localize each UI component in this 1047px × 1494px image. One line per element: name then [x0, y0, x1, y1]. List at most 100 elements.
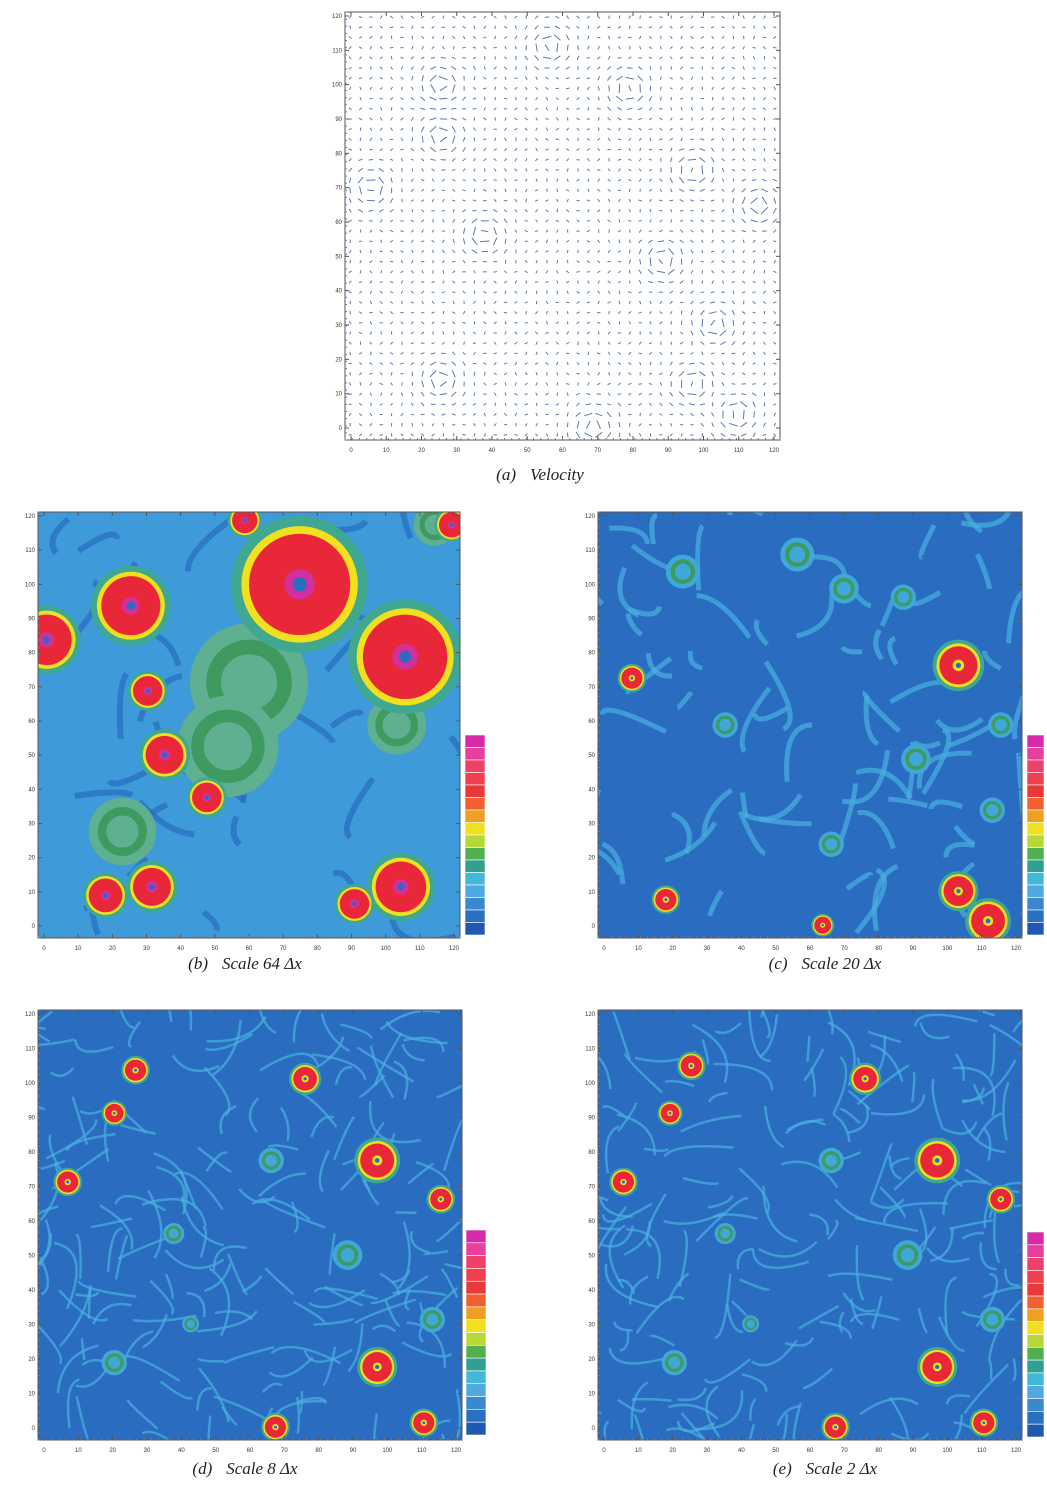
- velocity-arrow: [452, 239, 455, 244]
- field-streak: [403, 1036, 445, 1052]
- field-streak: [890, 1432, 930, 1440]
- field-streak: [201, 909, 220, 932]
- velocity-arrow: [462, 179, 466, 181]
- velocity-arrow: [721, 56, 725, 60]
- field-streak: [677, 1387, 708, 1402]
- velocity-arrow: [462, 413, 466, 416]
- panel: 0 10 20 30 40 50 60 70 80 90 100 110 120010203040506…: [585, 1009, 1045, 1478]
- velocity-arrow: [556, 178, 559, 182]
- velocity-arrow: [607, 178, 611, 182]
- velocity-arrow: [555, 76, 560, 80]
- velocity-arrow: [421, 219, 425, 223]
- velocity-arrow: [545, 392, 549, 396]
- velocity-arrow: [421, 209, 425, 213]
- velocity-arrow: [554, 25, 561, 30]
- velocity-arrow: [473, 158, 476, 162]
- y-tick-label: 60: [28, 719, 35, 725]
- velocity-arrow: [721, 127, 725, 131]
- velocity-arrow: [576, 421, 580, 429]
- field-center: [999, 1197, 1003, 1201]
- velocity-arrow: [535, 351, 538, 356]
- y-tick-label: 100: [25, 1081, 36, 1087]
- caption: (b) Scale 64 Δx: [188, 954, 302, 973]
- field-streak: [207, 1415, 212, 1440]
- velocity-arrow: [514, 361, 518, 366]
- velocity-arrow: [731, 188, 736, 193]
- velocity-arrow: [668, 247, 675, 255]
- velocity-arrow: [597, 15, 601, 19]
- velocity-arrow: [431, 46, 435, 50]
- velocity-arrow: [534, 311, 539, 315]
- x-tick-label: 0: [42, 946, 46, 952]
- colorbar-cell: [465, 1383, 487, 1397]
- velocity-arrow: [606, 432, 612, 438]
- y-tick-label: 80: [588, 1150, 595, 1156]
- velocity-arrow: [608, 15, 611, 19]
- velocity-arrow: [462, 66, 467, 70]
- colorbar-cell: [465, 1421, 487, 1436]
- velocity-arrow: [628, 137, 632, 141]
- velocity-arrow: [514, 331, 518, 335]
- field-streak: [155, 1165, 186, 1203]
- velocity-arrow: [741, 207, 746, 215]
- velocity-arrow: [710, 432, 715, 437]
- velocity-arrow: [483, 433, 487, 437]
- velocity-arrow: [565, 382, 570, 385]
- velocity-arrow: [711, 86, 714, 91]
- caption-text: Scale 2 Δx: [806, 1459, 878, 1478]
- velocity-arrow: [742, 45, 745, 50]
- velocity-arrow: [751, 230, 757, 233]
- field-streak: [982, 1127, 992, 1161]
- velocity-arrow: [493, 280, 497, 284]
- velocity-arrow: [493, 362, 497, 366]
- velocity-arrow: [670, 147, 673, 152]
- velocity-arrow: [752, 239, 756, 243]
- velocity-arrow: [400, 148, 404, 151]
- velocity-arrow: [452, 15, 456, 19]
- velocity-arrow: [524, 209, 528, 213]
- field-streak: [444, 1262, 462, 1270]
- velocity-arrow: [411, 402, 414, 407]
- velocity-arrow: [586, 77, 591, 80]
- velocity-arrow: [431, 423, 435, 427]
- velocity-arrow: [451, 157, 456, 162]
- velocity-arrow: [669, 137, 674, 141]
- field-streak: [74, 789, 134, 799]
- velocity-arrow: [430, 379, 436, 389]
- velocity-arrow: [742, 260, 746, 263]
- velocity-arrow: [452, 84, 456, 93]
- velocity-arrow: [577, 35, 579, 40]
- velocity-arrow: [669, 371, 673, 377]
- velocity-arrow: [659, 372, 663, 376]
- velocity-arrow: [576, 25, 580, 29]
- velocity-arrow: [701, 209, 704, 213]
- velocity-arrow: [400, 352, 404, 355]
- velocity-arrow: [369, 249, 372, 254]
- velocity-arrow: [401, 331, 403, 335]
- velocity-arrow: [628, 249, 631, 254]
- velocity-arrow: [648, 168, 653, 171]
- velocity-arrow: [451, 361, 457, 366]
- velocity-arrow: [657, 280, 664, 284]
- velocity-arrow: [524, 76, 528, 81]
- field-streak: [440, 1433, 445, 1440]
- velocity-arrow: [597, 372, 601, 376]
- panel-plot: [38, 512, 460, 938]
- velocity-arrow: [379, 46, 383, 50]
- velocity-arrow: [576, 107, 580, 110]
- velocity-arrow: [410, 352, 415, 355]
- velocity-arrow: [504, 45, 507, 50]
- velocity-arrow: [772, 178, 778, 182]
- velocity-arrow: [493, 311, 497, 315]
- velocity-arrow: [576, 178, 580, 182]
- field-center: [689, 1064, 693, 1068]
- velocity-arrow: [587, 25, 590, 29]
- velocity-arrow: [762, 138, 767, 141]
- y-tick-label: 0: [32, 924, 36, 930]
- velocity-arrow: [732, 197, 735, 204]
- y-tick-label: 120: [332, 14, 343, 20]
- velocity-arrow: [462, 391, 466, 397]
- field-ring: [261, 1151, 281, 1170]
- velocity-arrow: [348, 382, 352, 386]
- velocity-arrow: [369, 240, 373, 243]
